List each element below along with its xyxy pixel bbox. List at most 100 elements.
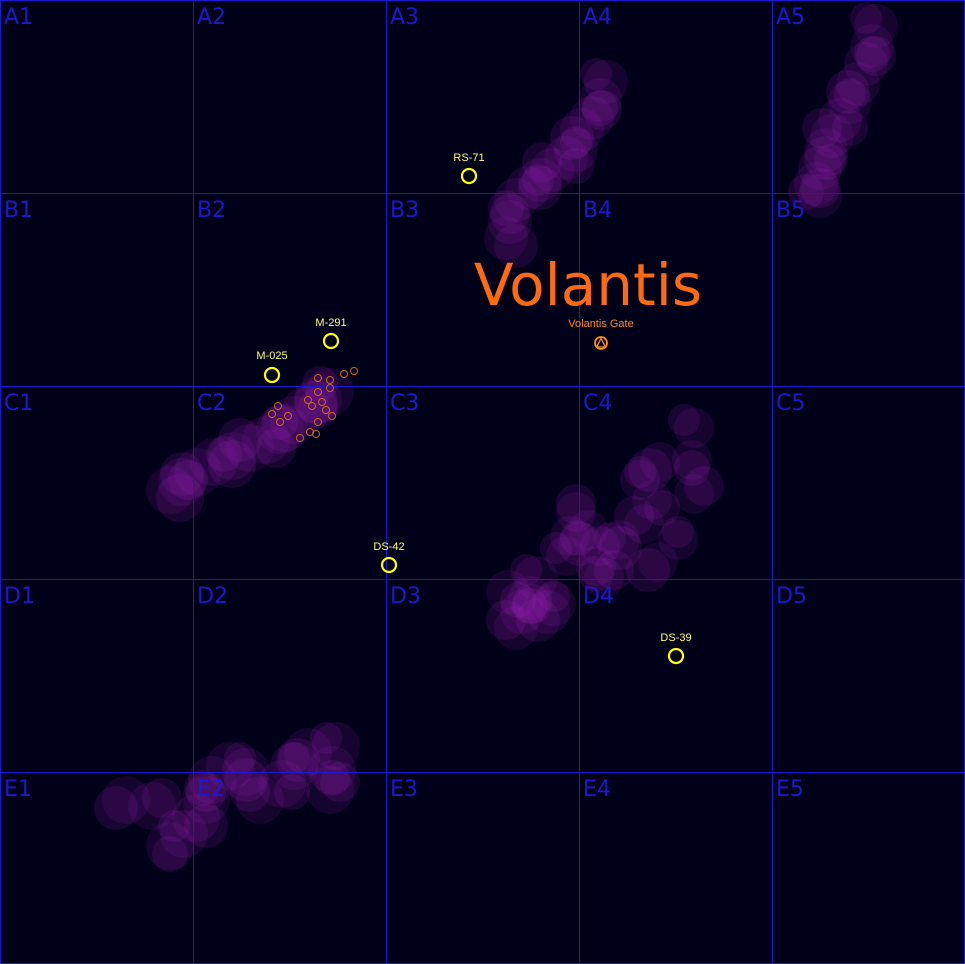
nebula-blob: [530, 148, 574, 192]
nebula-blob: [570, 96, 614, 140]
system-m291[interactable]: M-291: [315, 317, 347, 350]
nebula-blob: [540, 532, 572, 564]
grid-cell-label: A1: [4, 5, 33, 30]
nebula-blob: [800, 168, 840, 208]
nebula-blob: [142, 778, 182, 818]
nebula-blob: [674, 450, 710, 486]
nebula-blob: [158, 810, 190, 842]
system-marker-icon[interactable]: [380, 556, 398, 574]
nebula-blob: [828, 80, 872, 124]
nebula-blob: [308, 746, 356, 794]
system-rs71[interactable]: RS-71: [453, 152, 485, 185]
nebula-blob: [628, 448, 672, 492]
nebula-blob: [224, 742, 256, 774]
nebula-blob: [544, 136, 588, 180]
grid-cell-label: B3: [390, 198, 419, 223]
grid-cell-label: E3: [390, 777, 418, 802]
nebula-blob: [514, 556, 558, 600]
nebula-blob: [802, 108, 842, 148]
gate-icon[interactable]: [594, 336, 608, 350]
nebula-blob: [160, 810, 208, 858]
nebula-blob: [834, 78, 866, 110]
debris-ring: [274, 402, 282, 410]
nebula-blob: [798, 174, 842, 218]
nebula-blob: [560, 126, 592, 158]
nebula-blob: [314, 760, 350, 796]
nebula-blob: [184, 804, 228, 848]
nebula-blob: [598, 526, 642, 570]
grid-cell-label: C5: [776, 391, 805, 416]
system-marker-icon[interactable]: [460, 167, 478, 185]
nebula-blob: [568, 510, 608, 550]
gate-marker[interactable]: Volantis Gate: [568, 318, 634, 350]
system-m025[interactable]: M-025: [256, 350, 288, 384]
nebula-blob: [658, 520, 698, 560]
debris-ring: [276, 418, 284, 426]
debris-ring: [314, 418, 322, 426]
nebula-blob: [186, 772, 226, 812]
grid-cell-label: E2: [197, 777, 225, 802]
grid-cell-label: A2: [197, 5, 226, 30]
debris-ring: [326, 376, 334, 384]
nebula-blob: [532, 582, 576, 626]
system-label: M-025: [256, 350, 287, 362]
nebula-blob: [818, 98, 862, 142]
debris-ring: [304, 396, 312, 404]
nebula-blob: [854, 36, 890, 72]
nebula-blob: [788, 174, 824, 210]
nebula-blob: [284, 728, 332, 776]
system-label: M-291: [315, 317, 346, 329]
nebula-blob: [578, 556, 614, 592]
nebula-blob: [278, 742, 310, 774]
nebula-blob: [584, 60, 628, 104]
nebula-blob: [156, 474, 204, 522]
system-label: DS-42: [373, 541, 404, 553]
nebula-blob: [684, 466, 724, 506]
nebula-blob: [172, 794, 220, 842]
nebula-blob: [644, 490, 680, 526]
nebula-blob: [668, 404, 700, 436]
grid-cell-labels: A1 A2 A3 A4 A5 B1 B2 B3 B4 B5 C1 C2 C3 C4 C5 D1 D2 D3 D4 D5…: [4, 5, 807, 802]
grid-cell-label: B2: [197, 198, 226, 223]
system-marker-icon[interactable]: [322, 332, 340, 350]
grid-cell-label: D4: [583, 584, 614, 609]
nebula-blob: [810, 114, 854, 158]
nebula-blob: [578, 78, 622, 122]
system-marker-icon[interactable]: [263, 366, 281, 384]
nebula-blob: [850, 24, 894, 68]
grid-cell-label: D2: [197, 584, 228, 609]
nebula-blob: [850, 2, 882, 34]
nebula-blob: [632, 480, 672, 520]
nebula-blob: [500, 590, 544, 634]
nebula-blob: [522, 142, 562, 182]
nebula-blob: [506, 166, 550, 210]
nebula-blob: [794, 162, 838, 206]
nebula-blob: [188, 756, 236, 804]
nebula-blob: [580, 526, 620, 566]
nebula-blob: [526, 590, 570, 634]
nebula-blob: [538, 580, 570, 612]
nebula-blob: [624, 456, 656, 488]
nebula-blob: [312, 722, 360, 770]
nebula-blob: [556, 484, 596, 524]
nebula-blob: [510, 554, 542, 586]
nebula-blob: [310, 722, 342, 754]
grid-cell-label: D5: [776, 584, 807, 609]
nebula-blob: [518, 158, 562, 202]
nebula-blob: [236, 776, 284, 824]
nebula-blob: [174, 448, 222, 496]
debris-ring: [308, 402, 316, 410]
nebula-blob: [672, 440, 712, 480]
system-marker-icon[interactable]: [667, 647, 685, 665]
nebula-blob: [294, 376, 342, 424]
system-label: DS-39: [660, 632, 691, 644]
nebula-blob: [638, 542, 678, 582]
nebula-blob: [494, 224, 538, 268]
system-ds42[interactable]: DS-42: [373, 541, 405, 574]
system-ds39[interactable]: DS-39: [660, 632, 692, 665]
nebula-blob: [516, 598, 560, 642]
nebula-blob: [662, 516, 694, 548]
debris-ring: [312, 430, 320, 438]
nebula-blob: [302, 366, 338, 402]
